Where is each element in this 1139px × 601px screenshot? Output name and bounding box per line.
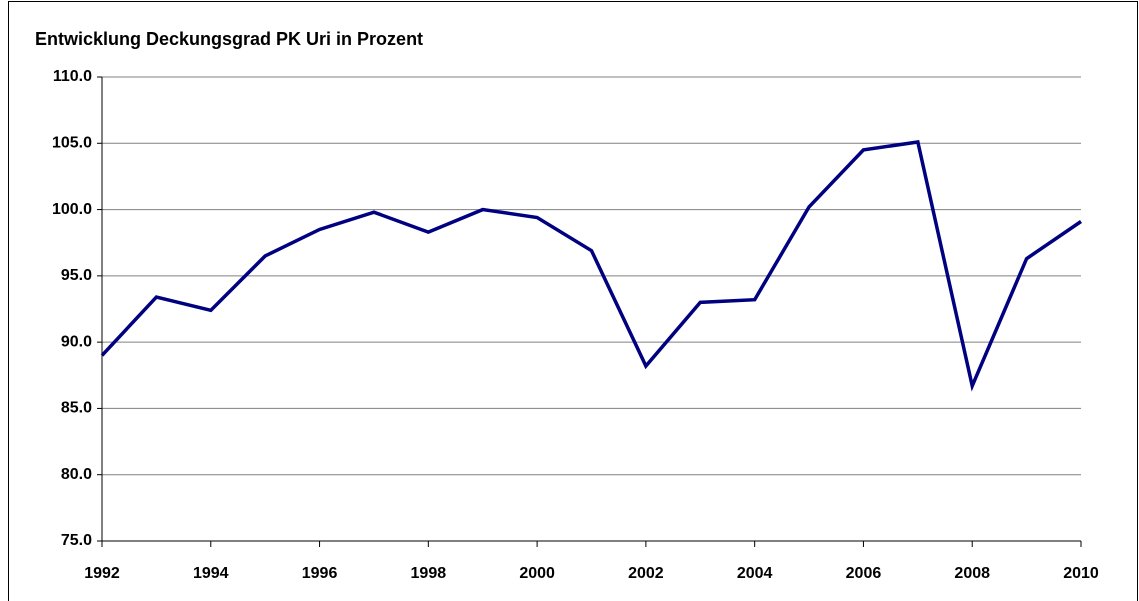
y-tick-label: 95.0 — [61, 267, 92, 284]
x-tick-label: 2004 — [737, 565, 773, 582]
y-tick-label: 80.0 — [61, 466, 92, 483]
y-tick-label: 105.0 — [52, 135, 92, 152]
frame — [8, 1, 1138, 601]
x-tick-label: 2008 — [954, 565, 990, 582]
x-tick-label: 2002 — [628, 565, 664, 582]
x-tick-label: 2006 — [846, 565, 882, 582]
x-tick-label: 1992 — [84, 565, 120, 582]
x-tick-label: 1996 — [302, 565, 338, 582]
chart-title: Entwicklung Deckungsgrad PK Uri in Proze… — [35, 29, 423, 49]
y-tick-label: 90.0 — [61, 333, 92, 350]
y-tick-label: 85.0 — [61, 400, 92, 417]
x-tick-label: 2000 — [519, 565, 555, 582]
data-line — [100, 139, 1082, 392]
y-tick-label: 110.0 — [53, 68, 92, 85]
y-tick-label: 75.0 — [61, 532, 92, 549]
x-tick-label: 1994 — [193, 565, 229, 582]
x-tick-label: 2010 — [1063, 565, 1099, 582]
y-tick-label: 100.0 — [52, 201, 92, 218]
x-tick-label: 1998 — [411, 565, 447, 582]
